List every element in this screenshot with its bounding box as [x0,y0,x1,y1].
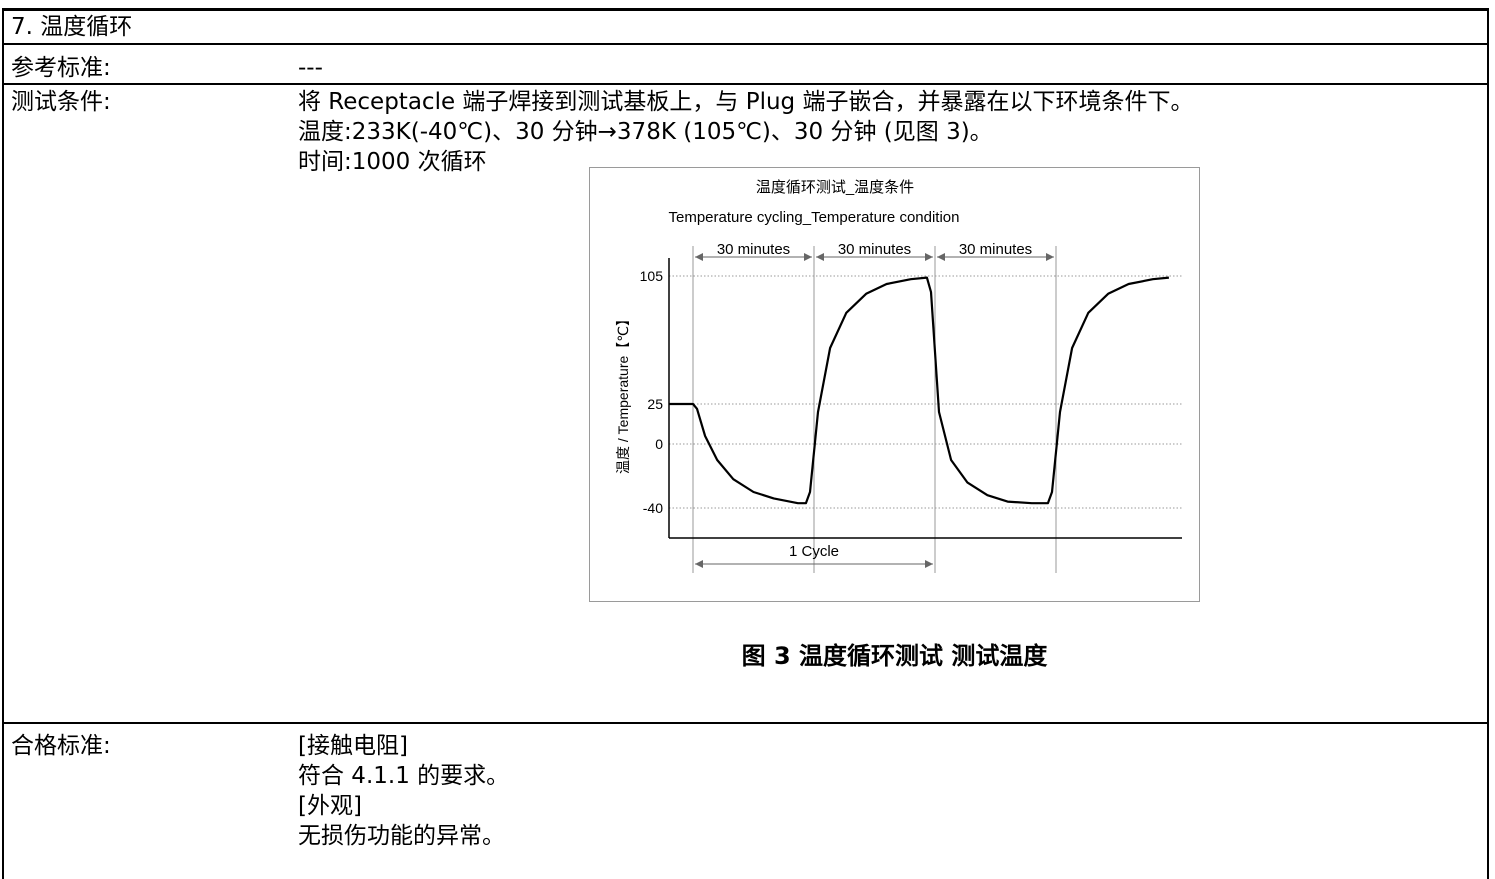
arrow-head [695,560,703,568]
arrow-head [937,253,945,261]
y-tick-label: 25 [647,396,663,412]
conditions-line: 时间:1000 次循环 [298,149,487,175]
phase-label: 30 minutes [717,241,790,258]
criteria-line: [接触电阻] [298,733,408,759]
reference-label: 参考标准: [11,55,111,81]
spec-table [2,8,1489,879]
temperature-series-line [669,276,1170,505]
cycle-label: 1 Cycle [789,543,839,560]
arrow-head [925,253,933,261]
y-tick-label: 105 [640,268,664,284]
row-divider [2,43,1489,45]
phase-label: 30 minutes [959,241,1032,258]
criteria-line: 符合 4.1.1 的要求。 [298,763,510,789]
criteria-line: [外观] [298,793,362,819]
row-divider [2,83,1489,85]
arrow-head [695,253,703,261]
section-title: 7. 温度循环 [11,14,133,40]
y-tick-label: -40 [643,500,663,516]
chart-subtitle: Temperature cycling_Temperature conditio… [669,209,960,226]
conditions-line: 将 Receptacle 端子焊接到测试基板上，与 Plug 端子嵌合，并暴露在… [298,89,1194,115]
chart-title: 温度循环测试_温度条件 [756,179,914,196]
temperature-chart: 温度循环测试_温度条件 Temperature cycling_Temperat… [589,167,1200,602]
arrow-head [816,253,824,261]
arrow-head [1046,253,1054,261]
figure-caption: 图 3 温度循环测试 测试温度 [741,642,1048,670]
y-axis-label: 温度 / Temperature【℃】 [615,312,631,474]
criteria-label: 合格标准: [11,733,111,759]
criteria-line: 无损伤功能的异常。 [298,823,505,849]
y-tick-label: 0 [655,436,663,452]
conditions-label: 测试条件: [11,89,111,115]
phase-label: 30 minutes [838,241,911,258]
conditions-line: 温度:233K(-40℃)、30 分钟→378K (105℃)、30 分钟 (见… [298,119,993,145]
row-divider [2,722,1489,724]
arrow-head [804,253,812,261]
reference-value: --- [298,55,323,81]
chart-svg: 温度循环测试_温度条件 Temperature cycling_Temperat… [615,179,1182,573]
arrow-head [925,560,933,568]
